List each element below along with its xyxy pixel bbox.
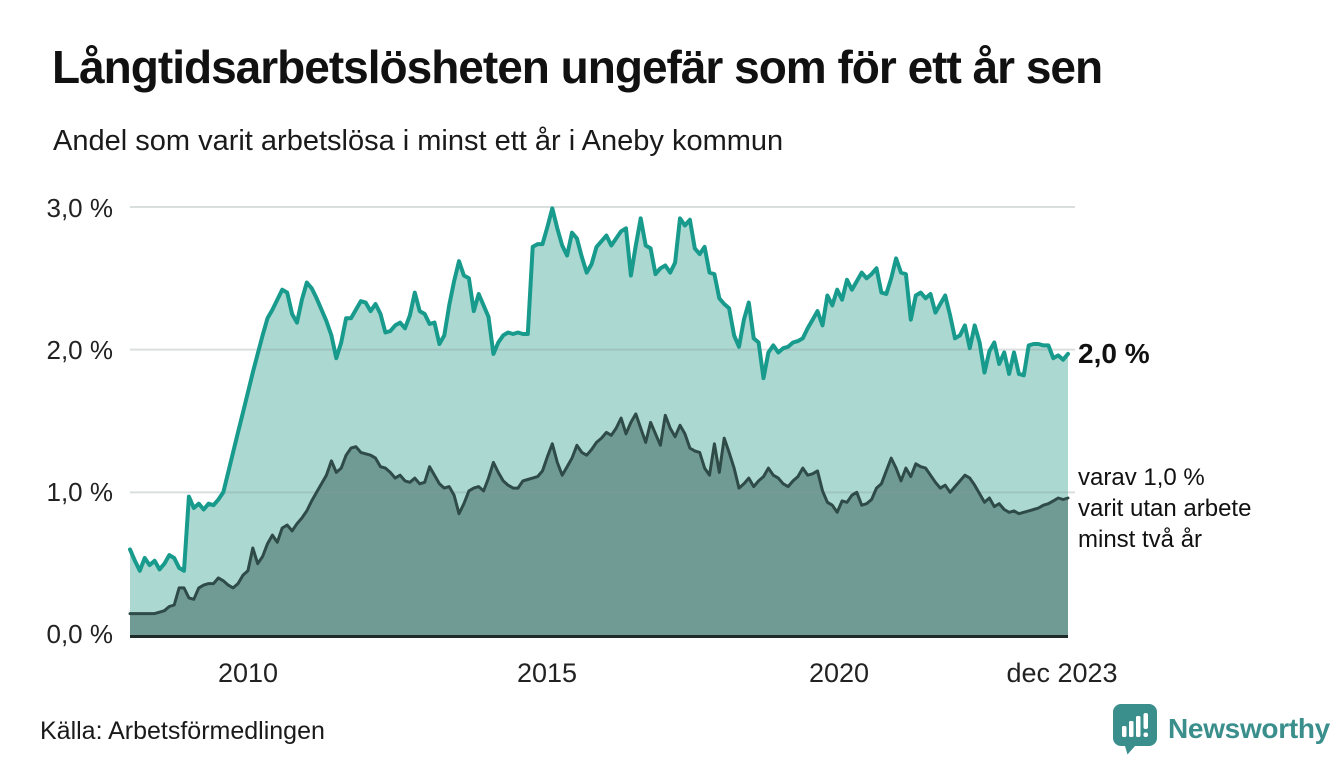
y-tick-3: 3,0 % [46,193,114,223]
series2-annotation: varav 1,0 % varit utan arbete minst två … [1078,462,1251,555]
x-tick-2020: 2020 [808,658,870,688]
line-minst-ett-ar [128,206,1070,573]
series2-annotation-line2: varit utan arbete [1078,495,1252,522]
y-tick-1: 1,0 % [46,477,114,507]
gridlines [130,206,1075,494]
x-tick-2010: 2010 [217,658,279,688]
line-minst-tva-ar [128,412,1070,616]
x-tick-2015: 2015 [516,658,578,688]
source-credit: Källa: Arbetsförmedlingen [40,717,325,745]
y-tick-0: 0,0 % [46,619,114,649]
brand-name: Newsworthy [1168,713,1330,744]
brand-logo: Newsworthy [1112,703,1330,755]
x-tick-dec-2023: dec 2023 [1006,658,1118,688]
page-title: Långtidsarbetslösheten ungefär som för e… [52,41,1103,93]
series2-annotation-line3: minst två år [1078,526,1203,553]
end-value-label: 2,0 % [1078,337,1150,369]
area-fill-minst-tva-ar [130,413,1068,635]
newsworthy-icon [1113,704,1157,755]
y-tick-2: 2,0 % [46,335,114,365]
series2-annotation-line1: varav 1,0 % [1078,464,1205,491]
page-subtitle: Andel som varit arbetslösa i minst ett å… [53,125,784,157]
